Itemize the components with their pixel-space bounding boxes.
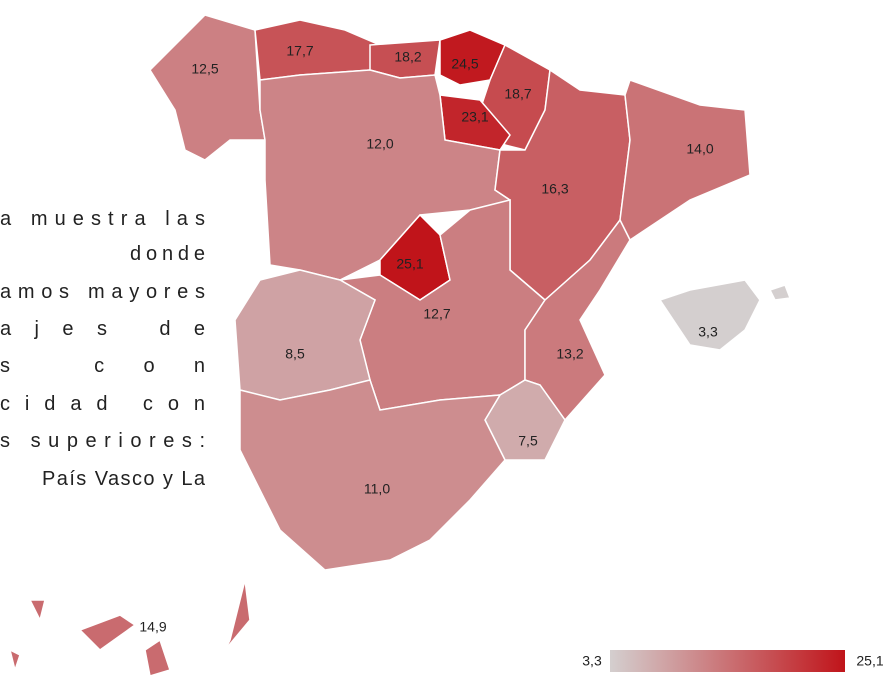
region-label: 17,7 bbox=[286, 43, 313, 59]
region-label: 8,5 bbox=[285, 346, 305, 362]
region-label: 12,0 bbox=[366, 136, 393, 152]
legend-max: 25,1 bbox=[856, 653, 883, 669]
region-label: 18,2 bbox=[394, 49, 421, 65]
region bbox=[144, 638, 171, 676]
region-label: 24,5 bbox=[451, 56, 478, 72]
region-label: 12,7 bbox=[423, 306, 450, 322]
paragraph-line: ajes de bbox=[0, 318, 205, 340]
region-label: 23,1 bbox=[461, 109, 488, 125]
paragraph-line: a muestra las bbox=[0, 208, 205, 230]
legend-gradient bbox=[610, 650, 845, 672]
region-label: 25,1 bbox=[396, 256, 423, 272]
paragraph-line: cidad con bbox=[0, 393, 205, 415]
region bbox=[224, 579, 251, 651]
region-label: 14,9 bbox=[139, 619, 166, 635]
paragraph-line: País Vasco y La bbox=[42, 468, 206, 490]
region-label: 13,2 bbox=[556, 346, 583, 362]
region-label: 3,3 bbox=[698, 324, 718, 340]
region-label: 18,7 bbox=[504, 86, 531, 102]
paragraph-line: s con bbox=[0, 355, 205, 377]
region bbox=[149, 14, 266, 161]
region bbox=[78, 614, 137, 651]
paragraph-line: s superiores: bbox=[0, 430, 205, 452]
region-label: 11,0 bbox=[364, 481, 390, 497]
region bbox=[28, 599, 46, 623]
region-label: 16,3 bbox=[541, 181, 568, 197]
region bbox=[658, 279, 761, 351]
paragraph-line: donde bbox=[130, 243, 205, 265]
region-label: 7,5 bbox=[518, 433, 538, 449]
region bbox=[768, 284, 792, 301]
paragraph-line: amos mayores bbox=[0, 281, 205, 303]
region-label: 12,5 bbox=[191, 61, 218, 77]
region bbox=[524, 218, 631, 422]
region bbox=[239, 379, 506, 571]
region bbox=[234, 269, 376, 401]
legend-min: 3,3 bbox=[582, 653, 602, 669]
region bbox=[619, 79, 751, 242]
region bbox=[8, 648, 21, 673]
region-label: 14,0 bbox=[686, 141, 713, 157]
